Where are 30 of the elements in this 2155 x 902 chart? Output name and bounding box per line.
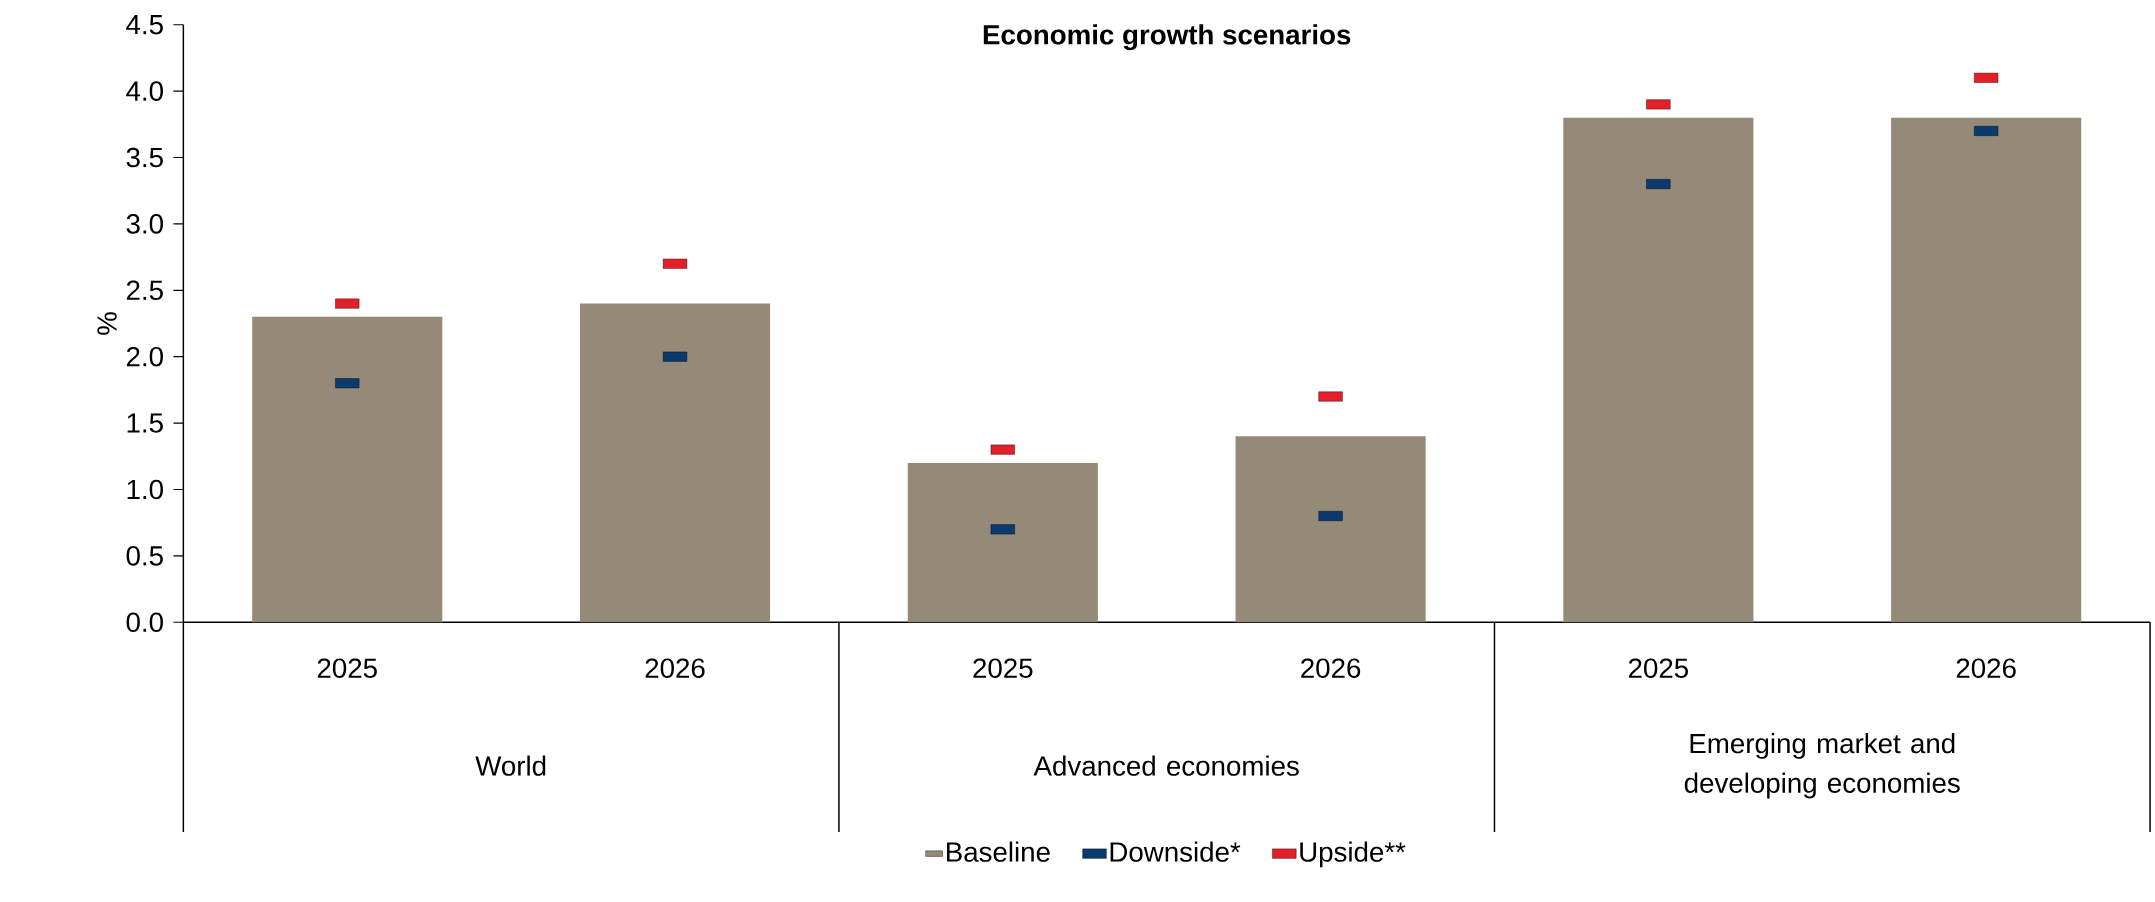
bar — [1891, 117, 2082, 623]
y-tick-label: 3.0 — [126, 213, 163, 234]
bar — [252, 316, 443, 623]
x-tick-label: 2025 — [317, 658, 377, 678]
x-tick-label: 2025 — [973, 658, 1033, 678]
y-tick-label: 0.5 — [126, 545, 163, 566]
y-tick-label: 3.5 — [126, 147, 163, 168]
y-tick-label: 4.0 — [126, 81, 163, 101]
y-tick-label: 2.5 — [126, 280, 163, 300]
y-tick-label: 1.0 — [127, 479, 163, 500]
text: Emerging market and developing economies — [1684, 732, 1960, 799]
bar — [907, 462, 1098, 623]
chart-title: Economic growth scenarios — [983, 24, 1351, 51]
y-axis-title: % — [97, 312, 117, 335]
x-tick-label: 2026 — [1301, 658, 1361, 678]
bar — [1235, 436, 1426, 623]
x-tick-label: 2026 — [1956, 658, 2016, 678]
text: Advanced economies — [1033, 755, 1299, 776]
legend-label: Upside** — [1300, 841, 1406, 868]
y-tick-label: 0.0 — [126, 612, 163, 632]
y-tick-label: 4.5 — [126, 14, 163, 35]
legend-label: Downside* — [1110, 841, 1241, 862]
bar — [1563, 117, 1754, 623]
y-tick-label: 2.0 — [126, 346, 163, 367]
y-tick-label: 1.5 — [127, 413, 163, 433]
bar — [579, 303, 771, 623]
text: World — [475, 755, 546, 776]
legend-label: Baseline — [947, 841, 1050, 862]
x-tick-label: 2025 — [1628, 658, 1689, 678]
x-tick-label: 2026 — [645, 658, 705, 678]
